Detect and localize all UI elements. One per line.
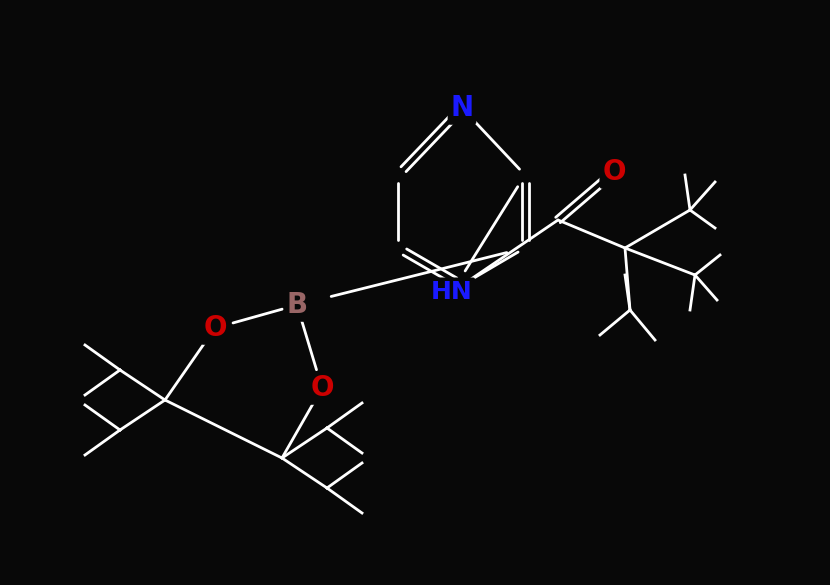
Text: O: O [203, 314, 227, 342]
Text: HN: HN [431, 280, 473, 304]
Text: B: B [286, 291, 308, 319]
Text: O: O [603, 158, 626, 186]
Text: O: O [310, 374, 334, 402]
Text: N: N [451, 94, 474, 122]
